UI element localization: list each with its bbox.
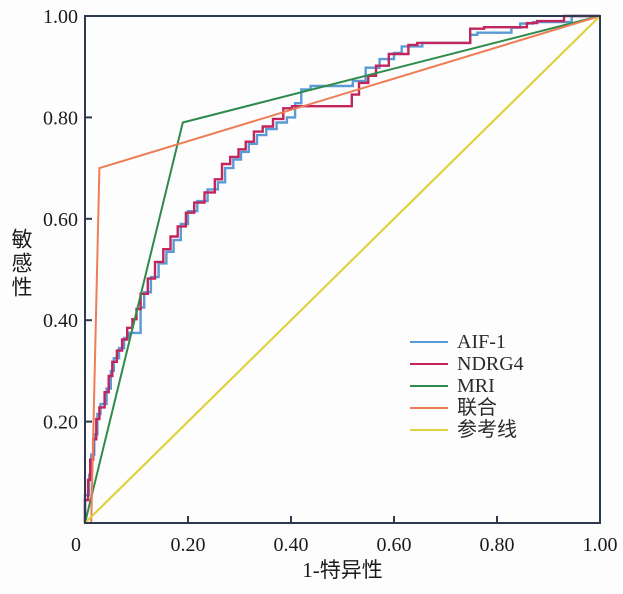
x-tick-label: 0.20	[171, 534, 206, 556]
y-tick-label: 1.00	[43, 6, 78, 28]
legend-item-ndrg4: NDRG4	[410, 353, 524, 375]
y-axis-title: 敏感性	[9, 228, 33, 300]
y-tick-label: 0.80	[43, 107, 78, 129]
x-tick-label: 0.80	[480, 534, 515, 556]
legend-line-mri	[410, 384, 448, 388]
legend-label-ndrg4: NDRG4	[457, 353, 524, 375]
legend-item-aif1: AIF-1	[410, 331, 524, 353]
y-tick-label: 0.20	[43, 412, 78, 434]
legend-line-lianhe	[410, 406, 448, 410]
plot-frame	[84, 15, 601, 524]
legend-item-mri: MRI	[410, 375, 524, 397]
legend-label-cankaoxian: 参考线	[457, 419, 517, 441]
legend-line-ndrg4	[410, 362, 448, 366]
roc-curve-mri	[84, 15, 601, 524]
legend-item-cankaoxian: 参考线	[410, 419, 524, 441]
legend-line-cankaoxian	[410, 428, 448, 432]
legend-label-mri: MRI	[457, 375, 495, 397]
y-tick-label: 0.60	[43, 209, 78, 231]
roc-curve-cankaoxian	[84, 15, 601, 524]
x-tick-label: 0.40	[274, 534, 309, 556]
x-tick-label: 0.60	[377, 534, 412, 556]
legend-line-aif1	[410, 340, 448, 344]
legend: AIF-1 NDRG4 MRI 联合 参考线	[410, 331, 524, 441]
legend-item-lianhe: 联合	[410, 397, 524, 419]
legend-label-aif1: AIF-1	[457, 331, 506, 353]
roc-curve-ndrg4	[83, 14, 600, 523]
x-axis-title: 1-特异性	[302, 558, 383, 582]
legend-label-lianhe: 联合	[457, 397, 497, 419]
x-tick-label: 1.00	[583, 534, 618, 556]
y-tick-label: 0.40	[43, 310, 78, 332]
x-tick-label: 0	[71, 534, 81, 556]
